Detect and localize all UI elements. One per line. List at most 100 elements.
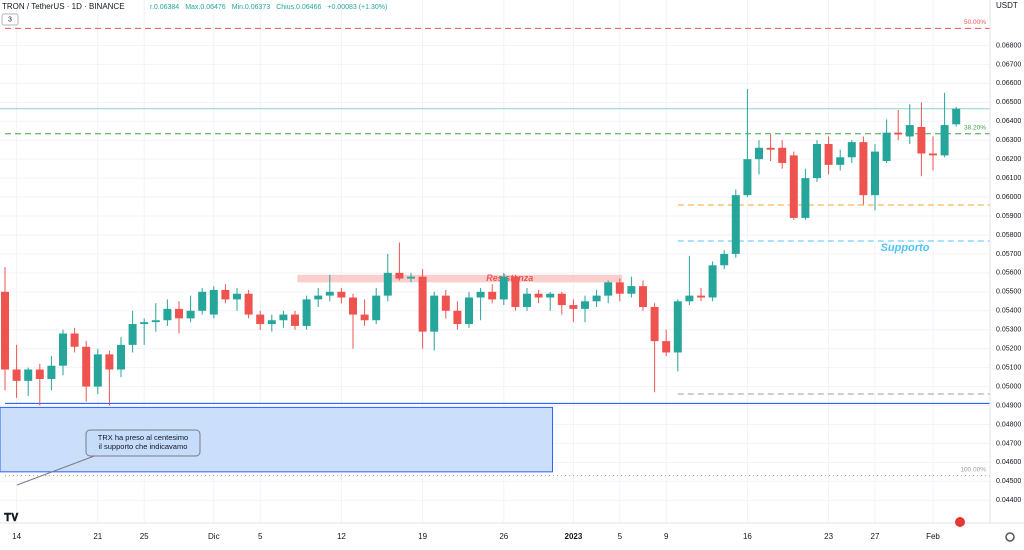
candle-body [592,295,601,302]
legend-item: r.0.06384 [150,4,179,11]
candle-body [801,178,810,218]
zones: Resistenza [0,273,623,473]
y-tick-label: 0.05000 [996,383,1021,390]
candle-body [349,297,357,315]
x-tick-label: 27 [871,532,880,541]
candle-body [70,333,79,347]
candle-body [453,310,462,325]
badge[interactable]: 3 [8,16,12,23]
y-tick-label: 0.06000 [996,194,1021,201]
candle-body [847,142,856,158]
legend-item: Min.0.06373 [232,4,271,11]
y-tick-label: 0.05900 [996,213,1021,220]
settings-icon[interactable] [1005,532,1015,542]
candle-body [905,125,914,137]
callout-text: TRX ha preso al centesimo [98,433,188,442]
y-tick-label: 0.06600 [996,80,1021,87]
price-axis-bg [990,0,1024,545]
candle-body [302,299,311,326]
legend-item: Chius.0.06466 [276,4,321,11]
candle-body [778,147,787,163]
candle-body [105,354,114,370]
candle-body [233,293,241,300]
candle-body [534,293,543,298]
y-tick-label: 0.05100 [996,364,1021,371]
candle-body [140,322,149,325]
candle-body [93,354,102,387]
y-tick-label: 0.06100 [996,175,1021,182]
candle-body [940,125,949,156]
candles [1,89,961,406]
x-tick-label: 9 [664,532,669,541]
candle-body [789,155,798,218]
x-tick-label: 21 [93,532,102,541]
candle-body [465,297,473,325]
candle-body [673,301,682,353]
y-tick-label: 0.05400 [996,308,1021,315]
candle-body [627,286,636,294]
x-tick-label: 12 [337,532,346,541]
candle-body [291,314,299,326]
candle-body [952,108,961,125]
y-tick-label: 0.06800 [996,42,1021,49]
y-tick-label: 0.06500 [996,99,1021,106]
callout-pointer [16,451,106,486]
candle-body [639,286,647,307]
candle-body [418,276,427,332]
zone-label: Resistenza [486,273,533,283]
y-tick-label: 0.06700 [996,61,1021,68]
y-tick-label: 0.05500 [996,289,1021,296]
candle-body [186,310,195,319]
y-tick-label: 0.04900 [996,402,1021,409]
x-tick-label: 14 [12,532,21,541]
candle-body [813,144,821,179]
levels: 50.00% 38.20% 100.00% [5,19,990,477]
candle-body [337,291,346,298]
x-tick-label: 2023 [565,532,583,541]
x-tick-label: 23 [824,532,833,541]
candle-body [859,142,868,196]
candle-body [615,282,624,294]
legend-item: Max.0.06476 [185,4,226,11]
candle-body [511,276,520,307]
x-tick-label: 26 [499,532,508,541]
candle-body [917,126,926,154]
logo[interactable]: 𝐓𝐕 [4,512,19,524]
candle-body [720,253,729,266]
candle-body [708,265,717,298]
y-tick-label: 0.05800 [996,232,1021,239]
candle-body [557,293,566,306]
x-tick-label: 25 [140,532,149,541]
y-tick-label: 0.05600 [996,270,1021,277]
y-tick-label: 0.04600 [996,459,1021,466]
candle-body [151,320,160,323]
candle-body [24,369,33,381]
candle-body [662,341,671,353]
badge-box[interactable] [1,13,19,26]
candle-body [267,320,276,325]
candle-body [221,289,230,300]
candle-body [244,293,253,315]
candle-body [581,301,589,309]
x-tick-label: 5 [258,532,263,541]
candle-body [35,369,44,379]
candle-body [731,195,740,254]
candle-body [279,314,288,321]
currency[interactable]: USDT [996,1,1018,10]
y-tick-label: 0.04500 [996,478,1021,485]
candle-body [755,147,763,160]
callout-box [85,429,201,457]
candle-body [650,306,659,342]
level-label: 50.00% [964,19,986,26]
candle-body [163,308,172,321]
candle-body [871,151,879,196]
x-tick-label: Feb [926,532,940,541]
candle-body [325,291,334,296]
candle-body [430,295,439,332]
candle-body [488,291,497,300]
candle-body [372,295,381,321]
candle-body [766,147,775,150]
candle-body [117,344,125,370]
candle-body [1,291,9,370]
flag-icon[interactable] [955,517,965,527]
